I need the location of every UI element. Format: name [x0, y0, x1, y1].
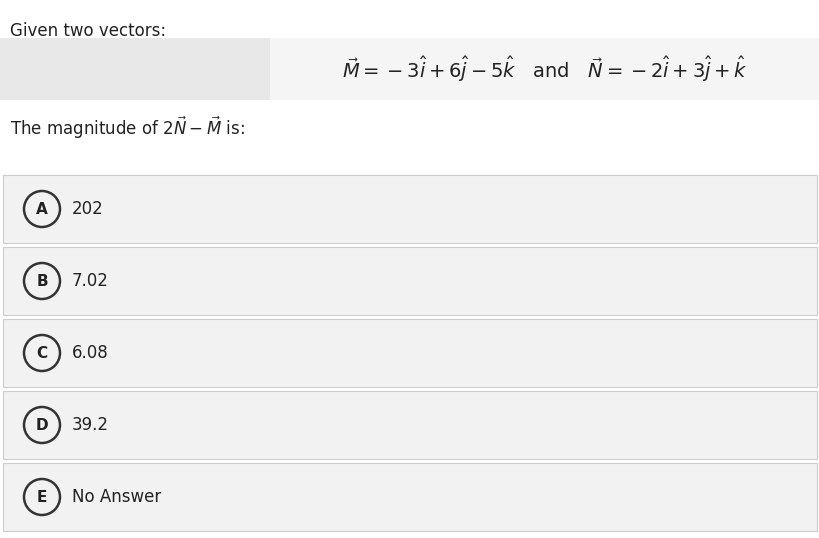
Text: Given two vectors:: Given two vectors: [10, 22, 166, 40]
Bar [3, 175, 816, 243]
Text: D: D [36, 417, 48, 433]
Bar [3, 391, 816, 459]
Text: 39.2: 39.2 [72, 416, 109, 434]
Text: $\vec{M} = -3\hat{i} + 6\hat{j} - 5\hat{k}$   and   $\vec{N} = -2\hat{i} + 3\hat: $\vec{M} = -3\hat{i} + 6\hat{j} - 5\hat{… [342, 54, 747, 84]
Text: A: A [36, 202, 48, 216]
Bar [3, 247, 816, 315]
Bar [3, 319, 816, 387]
Text: The magnitude of $2\vec{N} - \vec{M}$ is:: The magnitude of $2\vec{N} - \vec{M}$ is… [10, 115, 245, 141]
Text: 6.08: 6.08 [72, 344, 109, 362]
Text: B: B [36, 273, 48, 288]
Text: 202: 202 [72, 200, 104, 218]
Bar [269, 38, 819, 100]
Text: 7.02: 7.02 [72, 272, 109, 290]
Text: No Answer: No Answer [72, 488, 161, 506]
Bar [3, 463, 816, 531]
Bar [0, 38, 269, 100]
Text: C: C [36, 345, 48, 360]
Text: E: E [37, 490, 48, 505]
